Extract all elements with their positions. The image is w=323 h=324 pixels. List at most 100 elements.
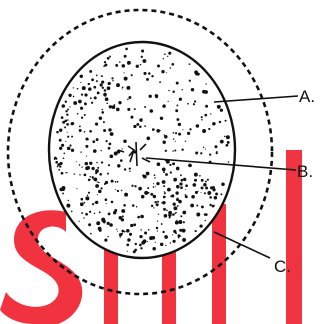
speckle-granule <box>184 194 187 196</box>
speckle-granule <box>80 81 82 84</box>
speckle-granule <box>67 135 70 138</box>
speckle-granule <box>165 244 167 247</box>
speckle-granule <box>91 176 94 179</box>
speckle-granule <box>71 135 74 138</box>
speckle-granule <box>194 178 197 182</box>
speckle-granule <box>138 186 142 191</box>
speckle-granule <box>104 97 109 102</box>
speckle-granule <box>225 145 227 147</box>
speckle-granule <box>81 212 84 214</box>
speckle-granule <box>192 103 196 106</box>
speckle-granule <box>108 105 113 109</box>
speckle-granule <box>101 108 104 111</box>
speckle-granule <box>173 177 178 182</box>
speckle-granule <box>162 140 166 144</box>
speckle-granule <box>204 113 208 117</box>
speckle-granule <box>127 107 131 111</box>
speckle-granule <box>130 115 134 119</box>
speckle-granule <box>83 201 86 204</box>
speckle-granule <box>168 216 171 219</box>
speckle-granule <box>175 232 177 235</box>
speckle-granule <box>131 184 134 187</box>
speckle-granule <box>151 235 156 240</box>
inner-cell-body <box>47 40 237 260</box>
speckle-granule <box>177 234 181 238</box>
speckle-granule <box>58 168 61 171</box>
speckle-granule <box>112 210 117 215</box>
speckle-granule <box>203 183 207 187</box>
speckle-granule <box>154 241 156 243</box>
speckle-granule <box>196 212 201 217</box>
speckle-granule <box>162 195 166 199</box>
speckle-granule <box>96 161 98 164</box>
speckle-granule <box>70 210 73 213</box>
speckle-granule <box>93 149 97 153</box>
speckle-granule <box>120 159 123 162</box>
speckle-granule <box>190 203 195 208</box>
speckle-granule <box>144 106 147 108</box>
speckle-granule <box>71 122 75 125</box>
speckle-granule <box>86 165 91 170</box>
speckle-granule <box>120 218 125 222</box>
speckle-granule <box>60 116 64 119</box>
speckle-granule <box>98 189 102 194</box>
speckle-granule <box>63 152 66 155</box>
speckle-granule <box>162 104 166 108</box>
speckle-granule <box>85 212 88 216</box>
speckle-granule <box>123 168 127 171</box>
speckle-granule <box>174 149 177 152</box>
speckle-granule <box>164 235 168 239</box>
speckle-granule <box>174 212 177 214</box>
speckle-granule <box>160 129 162 132</box>
speckle-granule <box>178 220 183 224</box>
speckle-granule <box>103 182 106 186</box>
speckle-granule <box>139 63 142 66</box>
speckle-granule <box>79 174 81 176</box>
speckle-granule <box>187 102 189 105</box>
speckle-granule <box>140 214 144 219</box>
speckle-granule <box>164 135 168 139</box>
speckle-granule <box>106 221 110 225</box>
speckle-granule <box>76 112 79 115</box>
speckle-granule <box>112 79 114 82</box>
speckle-granule <box>162 200 166 205</box>
speckle-granule <box>167 100 169 103</box>
speckle-granule <box>173 206 178 211</box>
speckle-granule <box>121 229 125 233</box>
speckle-granule <box>201 119 203 121</box>
speckle-granule <box>84 161 89 166</box>
speckle-granule <box>95 184 99 188</box>
speckle-granule <box>153 207 155 209</box>
speckle-granule <box>210 186 214 190</box>
speckle-granule <box>176 184 180 189</box>
speckle-granule <box>79 202 84 207</box>
speckle-granule <box>181 88 184 91</box>
speckle-granule <box>98 116 103 120</box>
leader-line-c <box>213 231 271 259</box>
speckle-granule <box>179 228 183 232</box>
speckle-granule <box>92 140 96 144</box>
speckle-granule <box>81 166 83 168</box>
speckle-granule <box>142 59 147 63</box>
speckle-granule <box>96 194 98 196</box>
central-structure <box>117 141 151 167</box>
speckle-granule <box>114 189 116 191</box>
speckle-granule <box>162 58 165 60</box>
speckle-granule <box>106 86 111 91</box>
speckle-granule <box>177 236 180 239</box>
speckle-granule <box>152 186 155 188</box>
speckle-granule <box>152 194 157 199</box>
speckle-granule <box>111 105 116 109</box>
speckle-granule <box>150 192 154 196</box>
speckle-granule <box>80 151 82 153</box>
speckle-granule <box>66 123 69 126</box>
speckle-granule <box>205 104 209 108</box>
speckle-granule <box>200 192 202 194</box>
speckle-granule <box>212 186 215 189</box>
speckle-granule <box>193 100 197 103</box>
speckle-granule <box>193 172 198 177</box>
speckle-granule <box>175 198 180 202</box>
speckle-granule <box>64 126 67 129</box>
speckle-granule <box>167 55 169 57</box>
speckle-granule <box>139 234 143 239</box>
